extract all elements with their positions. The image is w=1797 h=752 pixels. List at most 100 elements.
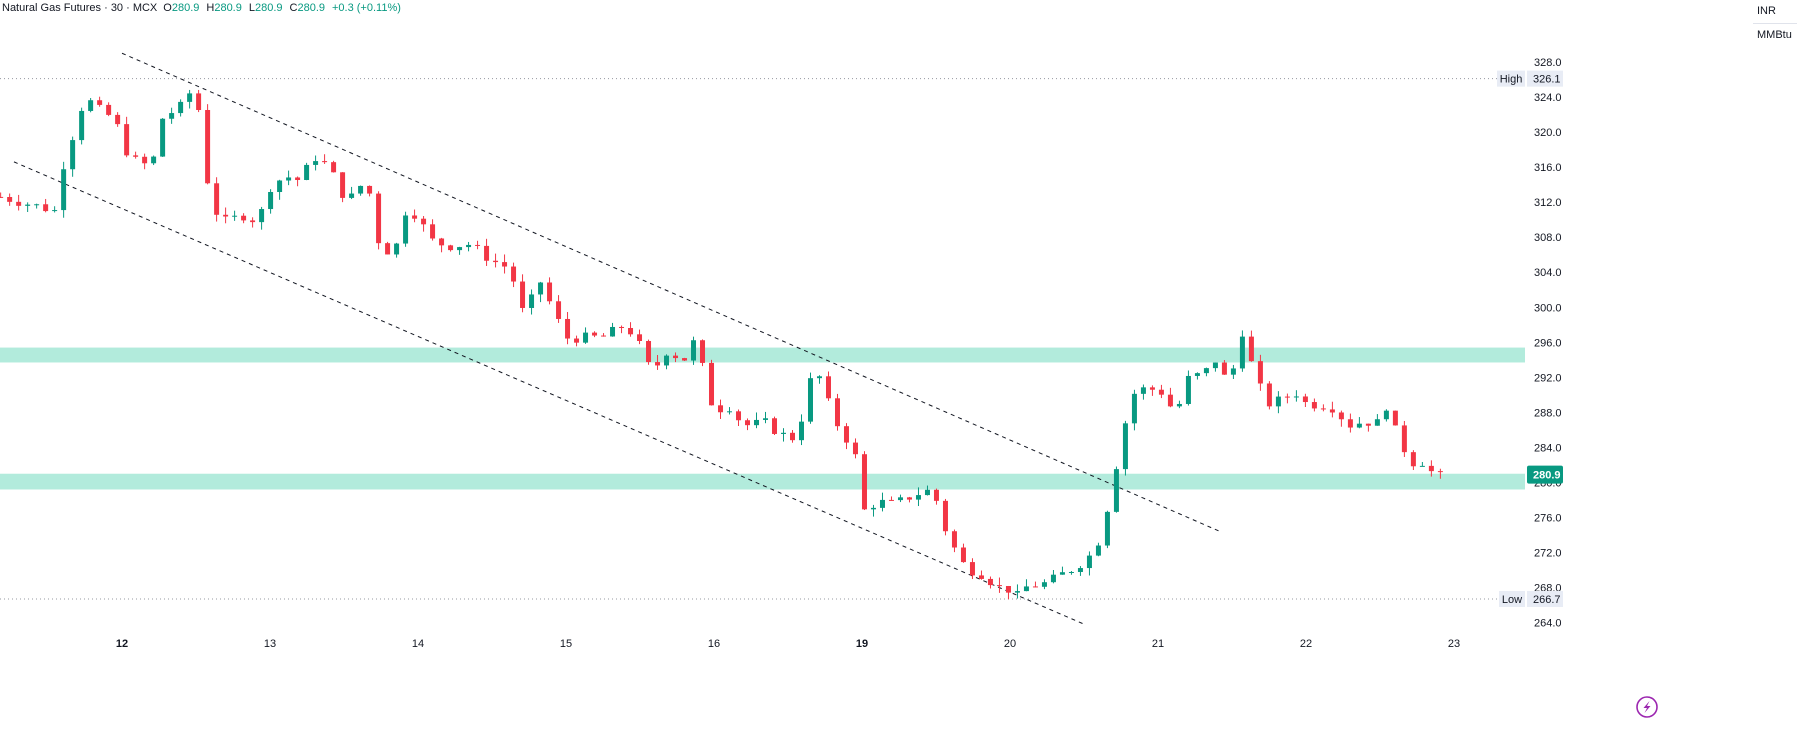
symbol-name[interactable]: Natural Gas Futures · 30 · MCX (2, 2, 158, 14)
candle-body (619, 326, 625, 328)
candle-body (385, 243, 391, 255)
time-axis[interactable]: 12 13 14 15 16 19 20 21 22 23 (116, 638, 1460, 650)
candle (25, 202, 31, 213)
candle (1167, 387, 1173, 408)
candle (1320, 404, 1326, 412)
candle-body (1311, 402, 1317, 409)
trendline[interactable] (13, 161, 1083, 624)
candle-body (538, 282, 544, 295)
candle (1041, 579, 1047, 590)
candle (664, 354, 670, 370)
candle-body (511, 266, 517, 282)
candle-body (448, 245, 454, 251)
x-tick-label: 20 (1004, 638, 1016, 650)
trendline[interactable] (121, 52, 1221, 532)
candle (1023, 579, 1029, 592)
candle-body (1320, 408, 1326, 410)
candle (295, 176, 301, 187)
zone-band[interactable] (0, 473, 1525, 490)
x-tick-label: 15 (560, 638, 572, 650)
candle-body (1104, 511, 1110, 546)
candle (682, 357, 688, 362)
candle-body (924, 489, 930, 496)
candle (763, 411, 769, 424)
measure-label[interactable]: MMBtu (1757, 29, 1792, 41)
candle (1176, 400, 1182, 409)
candle-body (1077, 568, 1083, 572)
last-price-text: 280.9 (1533, 470, 1561, 482)
candle (223, 207, 229, 224)
candle (394, 242, 400, 258)
y-tick-label: 284.0 (1534, 442, 1562, 454)
candle-body (1203, 368, 1209, 374)
candle-body (565, 318, 571, 339)
candle-body (583, 332, 589, 343)
candle-body (915, 495, 921, 500)
candle-body (646, 340, 652, 363)
candle (574, 335, 580, 347)
candle-body (834, 398, 840, 427)
candle-body (1437, 471, 1443, 473)
candle (124, 116, 130, 158)
y-tick-label: 328.0 (1534, 57, 1562, 69)
candle-body (1212, 362, 1218, 369)
candle-body (664, 355, 670, 366)
candle-body (843, 426, 849, 443)
high-low-lines (0, 78, 1525, 600)
candle (897, 494, 903, 503)
candle (745, 418, 751, 431)
high-value: 280.9 (214, 2, 242, 14)
candle (79, 107, 85, 145)
unit-selector[interactable]: INR MMBtu (1753, 0, 1797, 47)
candle (781, 428, 787, 442)
y-tick-label: 292.0 (1534, 372, 1562, 384)
candle (34, 203, 40, 209)
candle (358, 185, 364, 196)
candle-body (1392, 410, 1398, 426)
candle (1437, 468, 1443, 479)
candle (969, 558, 975, 580)
candle (1095, 542, 1101, 557)
candle-body (700, 340, 706, 363)
candle-body (43, 204, 49, 212)
candle (178, 99, 184, 117)
candle-body (789, 432, 795, 441)
candle (547, 277, 553, 305)
zone-band[interactable] (0, 347, 1525, 363)
candle (313, 155, 319, 171)
candle (52, 206, 58, 213)
candle (870, 504, 876, 517)
candle-body (1428, 465, 1434, 472)
candle-body (996, 585, 1002, 587)
lightning-icon[interactable] (1636, 696, 1658, 718)
currency-label[interactable]: INR (1753, 0, 1797, 24)
candle (1392, 410, 1398, 426)
candle (834, 393, 840, 431)
candle (1158, 384, 1164, 399)
candle-body (250, 220, 256, 223)
candle-body (1338, 412, 1344, 420)
candle (0, 192, 4, 198)
candle (942, 498, 948, 536)
candle-body (825, 376, 831, 399)
trendlines[interactable] (13, 52, 1221, 624)
candle-body (241, 215, 247, 221)
candle-body (196, 93, 202, 110)
candle (960, 543, 966, 563)
candle-body (61, 169, 67, 211)
candle (951, 529, 957, 553)
candle-body (466, 244, 472, 248)
candle-body (1176, 403, 1182, 407)
y-tick-label: 304.0 (1534, 267, 1562, 279)
candle-body (745, 420, 751, 426)
price-tags: High 326.1 Low 266.7 280.9 (1497, 70, 1563, 607)
candle-body (1239, 336, 1245, 369)
candle-body (888, 499, 894, 501)
candle (106, 102, 112, 117)
candle (286, 170, 292, 186)
price-axis[interactable]: 328.0 324.0 320.0 316.0 312.0 308.0 304.0 300.0… (1525, 0, 1797, 747)
high-value-bg (1527, 70, 1563, 87)
candle (1230, 364, 1236, 379)
